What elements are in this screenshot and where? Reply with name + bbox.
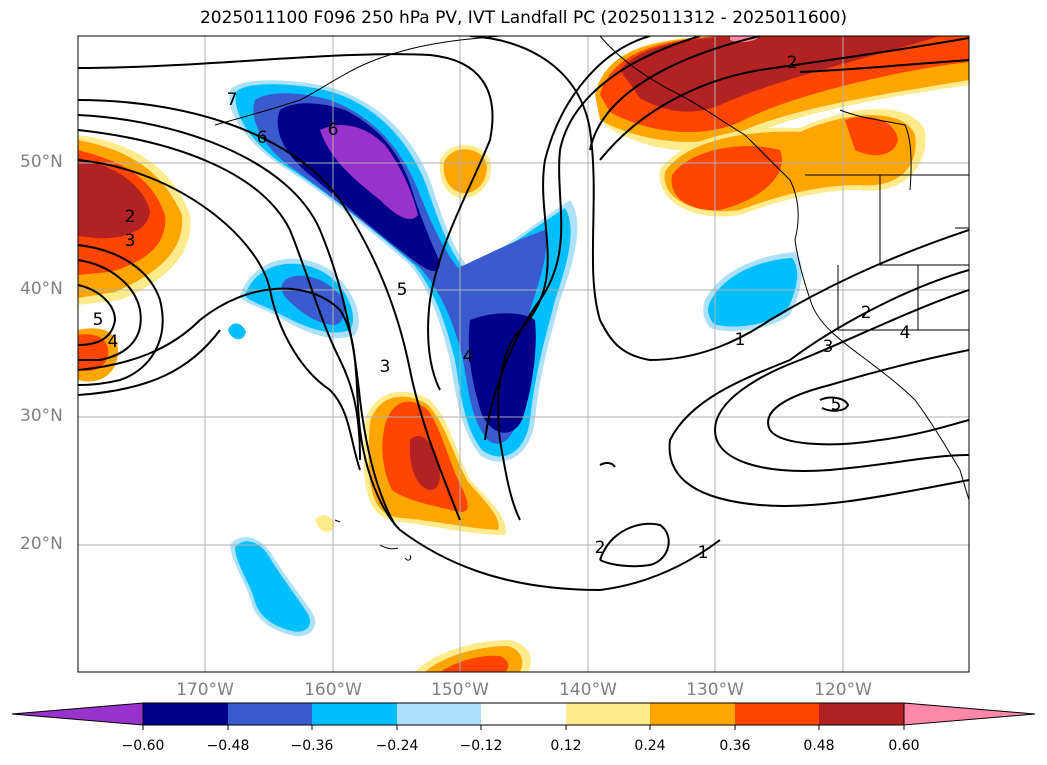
lat-label: 30°N xyxy=(20,406,63,426)
lon-label: 120°W xyxy=(814,680,872,700)
pv-positive-west-small xyxy=(78,334,109,372)
pv-positive-bottom xyxy=(440,655,509,672)
lon-label: 160°W xyxy=(304,680,362,700)
lon-label: 130°W xyxy=(686,680,744,700)
pv-negative-trough xyxy=(277,103,440,271)
colorbar-extend-right xyxy=(903,702,1036,726)
contour-label: 5 xyxy=(831,395,842,415)
pv-positive-pnw xyxy=(845,116,898,156)
colorbar-segment xyxy=(650,703,735,725)
pv-negative-small xyxy=(228,323,246,340)
pv-positive-pnw xyxy=(671,146,782,211)
colorbar-tick-label: 0.12 xyxy=(550,738,582,754)
colorbar-segment xyxy=(397,703,481,725)
contour-label: 6 xyxy=(257,128,268,148)
graticule xyxy=(78,36,969,672)
contour-labels: 1 1 2 2 2 2 3 3 3 4 4 4 5 5 5 6 6 7 7 xyxy=(93,53,911,563)
plot-frame xyxy=(77,35,970,673)
colorbar-tick-label: −0.48 xyxy=(206,738,250,754)
lat-label: 50°N xyxy=(20,152,63,172)
contour-label: 1 xyxy=(735,330,746,350)
colorbar-tick-label: 0.24 xyxy=(634,738,666,754)
map-title: 2025011100 F096 250 hPa PV, IVT Landfall… xyxy=(199,8,847,28)
pv-negative-west xyxy=(281,275,345,325)
contour-label: 2 xyxy=(861,303,872,323)
contour-label: 4 xyxy=(108,332,119,352)
contour-label: 5 xyxy=(397,280,408,300)
contour-label: 4 xyxy=(900,323,911,343)
coastlines xyxy=(214,36,969,561)
colorbar-tick-label: 0.36 xyxy=(719,738,751,754)
pv-shading xyxy=(78,36,969,672)
colorbar-segment xyxy=(312,703,397,725)
colorbar-tick-label: −0.24 xyxy=(375,738,419,754)
colorbar-tick-label: −0.12 xyxy=(459,738,503,754)
colorbar-tick-label: −0.36 xyxy=(290,738,334,754)
contour-label: 2 xyxy=(595,538,606,558)
lon-label: 170°W xyxy=(176,680,234,700)
contour-label: 3 xyxy=(125,231,136,251)
contour-label: 2 xyxy=(125,207,136,227)
colorbar-segment xyxy=(143,703,228,725)
colorbar-tick-label: 0.48 xyxy=(803,738,835,754)
colorbar-tick-label: −0.60 xyxy=(121,738,165,754)
lon-label: 150°W xyxy=(431,680,489,700)
lat-label: 40°N xyxy=(20,279,63,299)
contour-label: 5 xyxy=(93,310,104,330)
contour-label: 3 xyxy=(823,337,834,357)
colorbar xyxy=(11,702,1036,730)
contour-label: 3 xyxy=(380,357,391,377)
pv-negative-south xyxy=(235,541,311,632)
contour-label: 7 xyxy=(227,90,238,110)
pv-positive-small xyxy=(315,515,335,532)
contour-label: 2 xyxy=(787,53,798,73)
lat-label: 20°N xyxy=(20,534,63,554)
colorbar-segment xyxy=(735,703,819,725)
colorbar-tick-label: 0.60 xyxy=(888,738,920,754)
colorbar-segment xyxy=(228,703,312,725)
contour-label: 1 xyxy=(698,543,709,563)
contour-label: 4 xyxy=(463,347,474,367)
pv-positive-west xyxy=(78,158,150,239)
lon-label: 140°W xyxy=(559,680,617,700)
pv-negative-core xyxy=(320,125,418,220)
colorbar-segment xyxy=(481,703,566,725)
pv-positive-small xyxy=(443,149,487,194)
pv-negative-east xyxy=(708,258,798,327)
ivt-contours xyxy=(78,36,969,592)
colorbar-extend-left xyxy=(11,702,144,726)
colorbar-segment xyxy=(566,703,650,725)
colorbar-segment xyxy=(819,703,904,725)
contour-label: 6 xyxy=(328,120,339,140)
